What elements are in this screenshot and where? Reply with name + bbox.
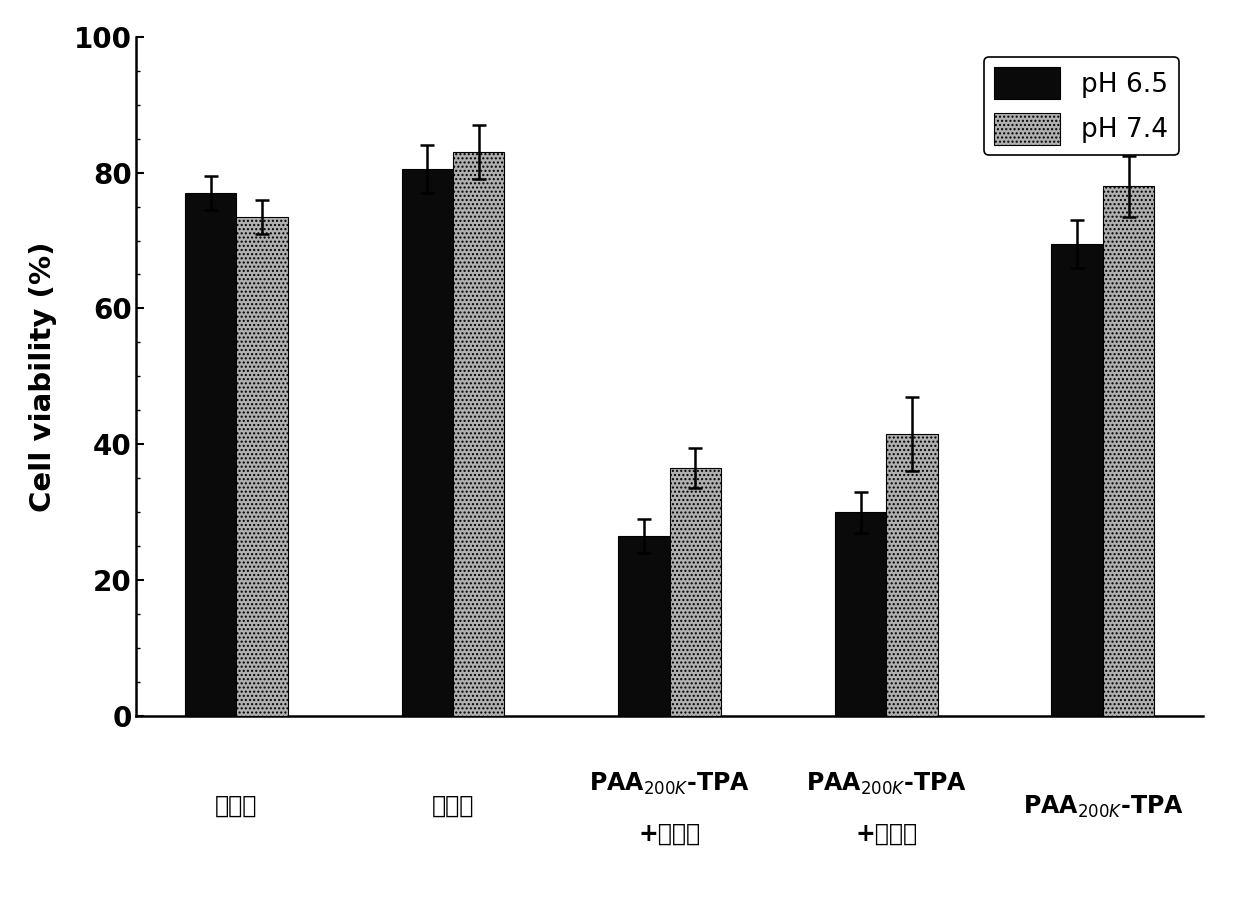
Legend: pH 6.5, pH 7.4: pH 6.5, pH 7.4	[983, 57, 1179, 155]
Bar	[1102, 186, 1154, 716]
Bar	[453, 152, 505, 716]
Text: +阿霞素: +阿霞素	[639, 822, 701, 845]
Bar	[237, 217, 288, 716]
Bar	[185, 193, 237, 716]
Bar	[1052, 244, 1102, 716]
Text: +紫杉醇: +紫杉醇	[856, 822, 918, 845]
Bar	[619, 536, 670, 716]
Text: PAA$_{200K}$-TPA: PAA$_{200K}$-TPA	[806, 770, 966, 797]
Text: PAA$_{200K}$-TPA: PAA$_{200K}$-TPA	[1023, 794, 1183, 821]
Bar	[402, 169, 453, 716]
Bar	[887, 434, 937, 716]
Bar	[835, 512, 887, 716]
Text: 紫杉醇: 紫杉醇	[432, 794, 474, 818]
Bar	[670, 468, 720, 716]
Y-axis label: Cell viability (%): Cell viability (%)	[29, 241, 57, 511]
Text: 阿霞素: 阿霞素	[215, 794, 258, 818]
Text: PAA$_{200K}$-TPA: PAA$_{200K}$-TPA	[589, 770, 750, 797]
